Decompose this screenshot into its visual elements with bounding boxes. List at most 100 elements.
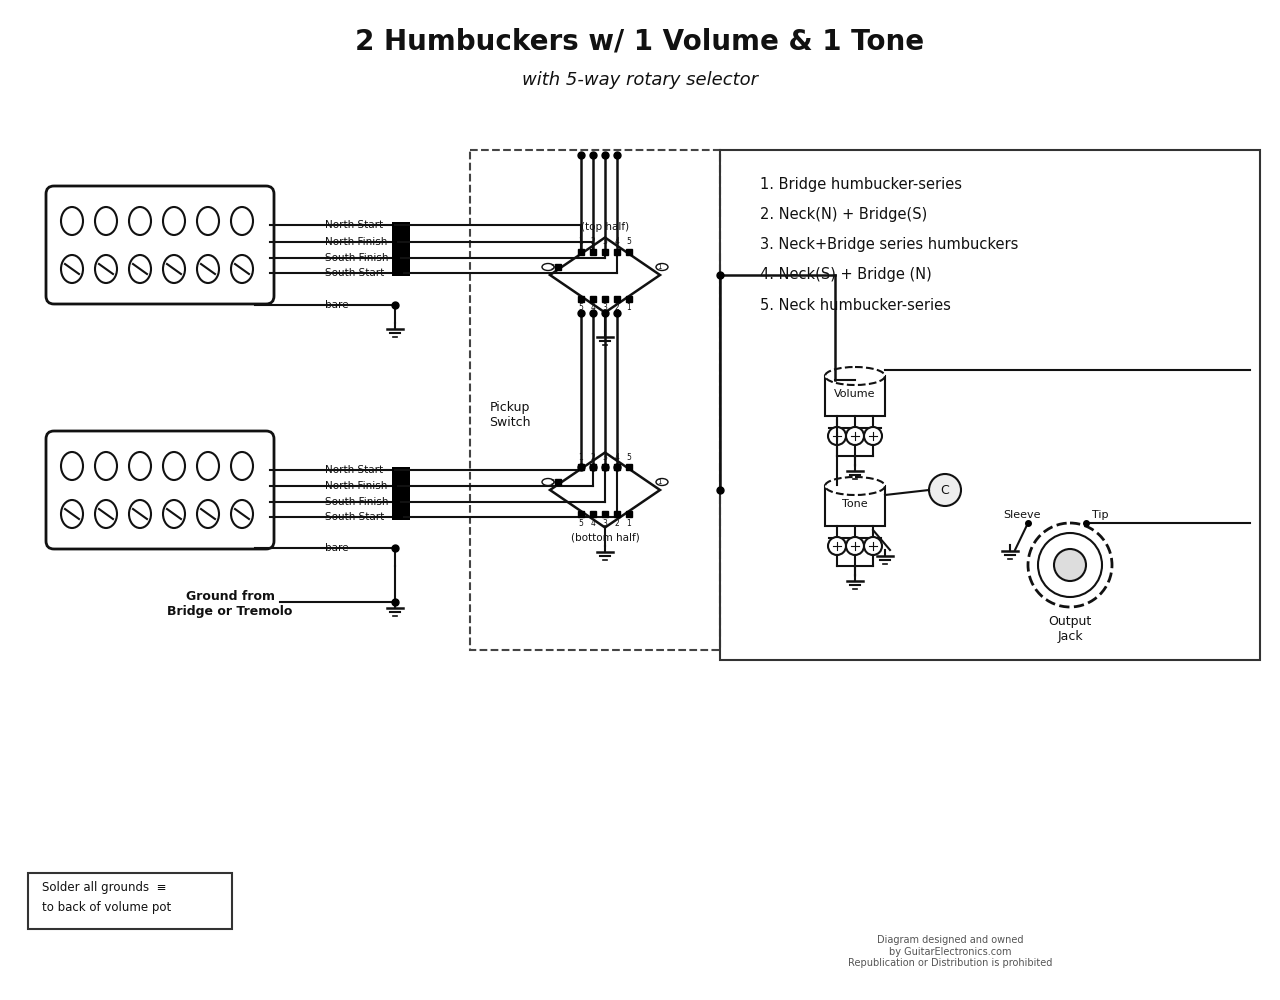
Circle shape bbox=[828, 537, 846, 555]
Text: Diagram designed and owned
by GuitarElectronics.com
Republication or Distributio: Diagram designed and owned by GuitarElec… bbox=[847, 935, 1052, 968]
Ellipse shape bbox=[163, 255, 186, 283]
Bar bbox=[392, 467, 410, 520]
Text: 3. Neck+Bridge series humbuckers: 3. Neck+Bridge series humbuckers bbox=[760, 237, 1019, 252]
Ellipse shape bbox=[129, 452, 151, 480]
Text: 4: 4 bbox=[590, 304, 595, 312]
Text: South Start: South Start bbox=[325, 512, 384, 522]
Text: 2: 2 bbox=[590, 237, 595, 246]
Text: South Finish: South Finish bbox=[325, 497, 389, 507]
Ellipse shape bbox=[197, 207, 219, 235]
Circle shape bbox=[846, 537, 864, 555]
Bar bbox=[392, 222, 410, 276]
Text: 4: 4 bbox=[614, 452, 620, 462]
Circle shape bbox=[864, 537, 882, 555]
Ellipse shape bbox=[129, 500, 151, 528]
Text: Bridge or Tremolo: Bridge or Tremolo bbox=[168, 605, 293, 618]
FancyBboxPatch shape bbox=[28, 873, 232, 929]
Text: 1: 1 bbox=[579, 452, 584, 462]
Text: (bottom half): (bottom half) bbox=[571, 532, 640, 542]
Text: 1: 1 bbox=[657, 264, 662, 270]
Text: 5: 5 bbox=[627, 452, 631, 462]
Text: South Finish: South Finish bbox=[325, 253, 389, 263]
Text: 4. Neck(S) + Bridge (N): 4. Neck(S) + Bridge (N) bbox=[760, 267, 932, 282]
Text: Pickup
Switch: Pickup Switch bbox=[489, 401, 531, 429]
Text: 1. Bridge humbucker-series: 1. Bridge humbucker-series bbox=[760, 178, 963, 192]
Text: 4: 4 bbox=[614, 237, 620, 246]
Ellipse shape bbox=[197, 452, 219, 480]
Ellipse shape bbox=[197, 255, 219, 283]
Ellipse shape bbox=[230, 207, 253, 235]
Ellipse shape bbox=[230, 500, 253, 528]
Text: North Start: North Start bbox=[325, 220, 383, 230]
Text: 5: 5 bbox=[579, 518, 584, 528]
Polygon shape bbox=[550, 452, 660, 528]
Circle shape bbox=[846, 427, 864, 445]
Text: Tip: Tip bbox=[1092, 510, 1108, 520]
Text: 1: 1 bbox=[627, 518, 631, 528]
Text: 2: 2 bbox=[590, 452, 595, 462]
Polygon shape bbox=[550, 237, 660, 312]
Text: 4: 4 bbox=[590, 518, 595, 528]
Text: Solder all grounds  ≡: Solder all grounds ≡ bbox=[42, 882, 166, 894]
Bar bbox=[719, 150, 1260, 660]
Ellipse shape bbox=[541, 479, 554, 486]
Ellipse shape bbox=[657, 263, 668, 270]
Ellipse shape bbox=[541, 263, 554, 270]
Ellipse shape bbox=[230, 452, 253, 480]
Circle shape bbox=[1053, 549, 1085, 581]
Circle shape bbox=[1038, 533, 1102, 597]
FancyBboxPatch shape bbox=[46, 186, 274, 304]
Ellipse shape bbox=[95, 207, 116, 235]
Text: 5: 5 bbox=[579, 304, 584, 312]
Text: 2 Humbuckers w/ 1 Volume & 1 Tone: 2 Humbuckers w/ 1 Volume & 1 Tone bbox=[356, 28, 924, 56]
Text: bare: bare bbox=[325, 300, 348, 310]
Text: 3: 3 bbox=[603, 237, 608, 246]
Text: 1: 1 bbox=[657, 479, 662, 485]
Ellipse shape bbox=[61, 207, 83, 235]
Text: North Start: North Start bbox=[325, 465, 383, 475]
Ellipse shape bbox=[61, 452, 83, 480]
Ellipse shape bbox=[129, 207, 151, 235]
Circle shape bbox=[1028, 523, 1112, 607]
Bar bbox=[826, 376, 884, 416]
Text: 3: 3 bbox=[603, 304, 608, 312]
Ellipse shape bbox=[61, 255, 83, 283]
Circle shape bbox=[929, 474, 961, 506]
Text: 5: 5 bbox=[550, 479, 556, 485]
Text: with 5-way rotary selector: with 5-way rotary selector bbox=[522, 71, 758, 89]
Text: (top half): (top half) bbox=[581, 223, 628, 232]
Ellipse shape bbox=[163, 452, 186, 480]
Ellipse shape bbox=[129, 255, 151, 283]
Ellipse shape bbox=[657, 479, 668, 486]
Text: Output
Jack: Output Jack bbox=[1048, 615, 1092, 643]
Bar bbox=[470, 150, 719, 650]
Text: bare: bare bbox=[325, 543, 348, 553]
Text: Tone: Tone bbox=[842, 499, 868, 509]
Text: 1: 1 bbox=[579, 237, 584, 246]
Ellipse shape bbox=[230, 255, 253, 283]
Text: Volume: Volume bbox=[835, 389, 876, 399]
Text: to back of volume pot: to back of volume pot bbox=[42, 902, 172, 914]
FancyBboxPatch shape bbox=[46, 431, 274, 549]
Ellipse shape bbox=[95, 500, 116, 528]
Ellipse shape bbox=[826, 367, 884, 385]
Text: 5. Neck humbucker-series: 5. Neck humbucker-series bbox=[760, 298, 951, 312]
Circle shape bbox=[828, 427, 846, 445]
Text: 2: 2 bbox=[614, 304, 620, 312]
Text: 5: 5 bbox=[550, 264, 556, 270]
Text: 5: 5 bbox=[627, 237, 631, 246]
Text: C: C bbox=[941, 484, 950, 496]
Ellipse shape bbox=[163, 500, 186, 528]
Bar bbox=[826, 486, 884, 526]
Ellipse shape bbox=[95, 452, 116, 480]
Ellipse shape bbox=[197, 500, 219, 528]
Text: 3: 3 bbox=[603, 518, 608, 528]
Text: Ground from: Ground from bbox=[186, 590, 274, 603]
Text: 3: 3 bbox=[603, 452, 608, 462]
Text: North Finish: North Finish bbox=[325, 237, 388, 247]
Text: 1: 1 bbox=[627, 304, 631, 312]
Ellipse shape bbox=[163, 207, 186, 235]
Ellipse shape bbox=[95, 255, 116, 283]
Text: 2: 2 bbox=[614, 518, 620, 528]
Text: South Start: South Start bbox=[325, 268, 384, 278]
